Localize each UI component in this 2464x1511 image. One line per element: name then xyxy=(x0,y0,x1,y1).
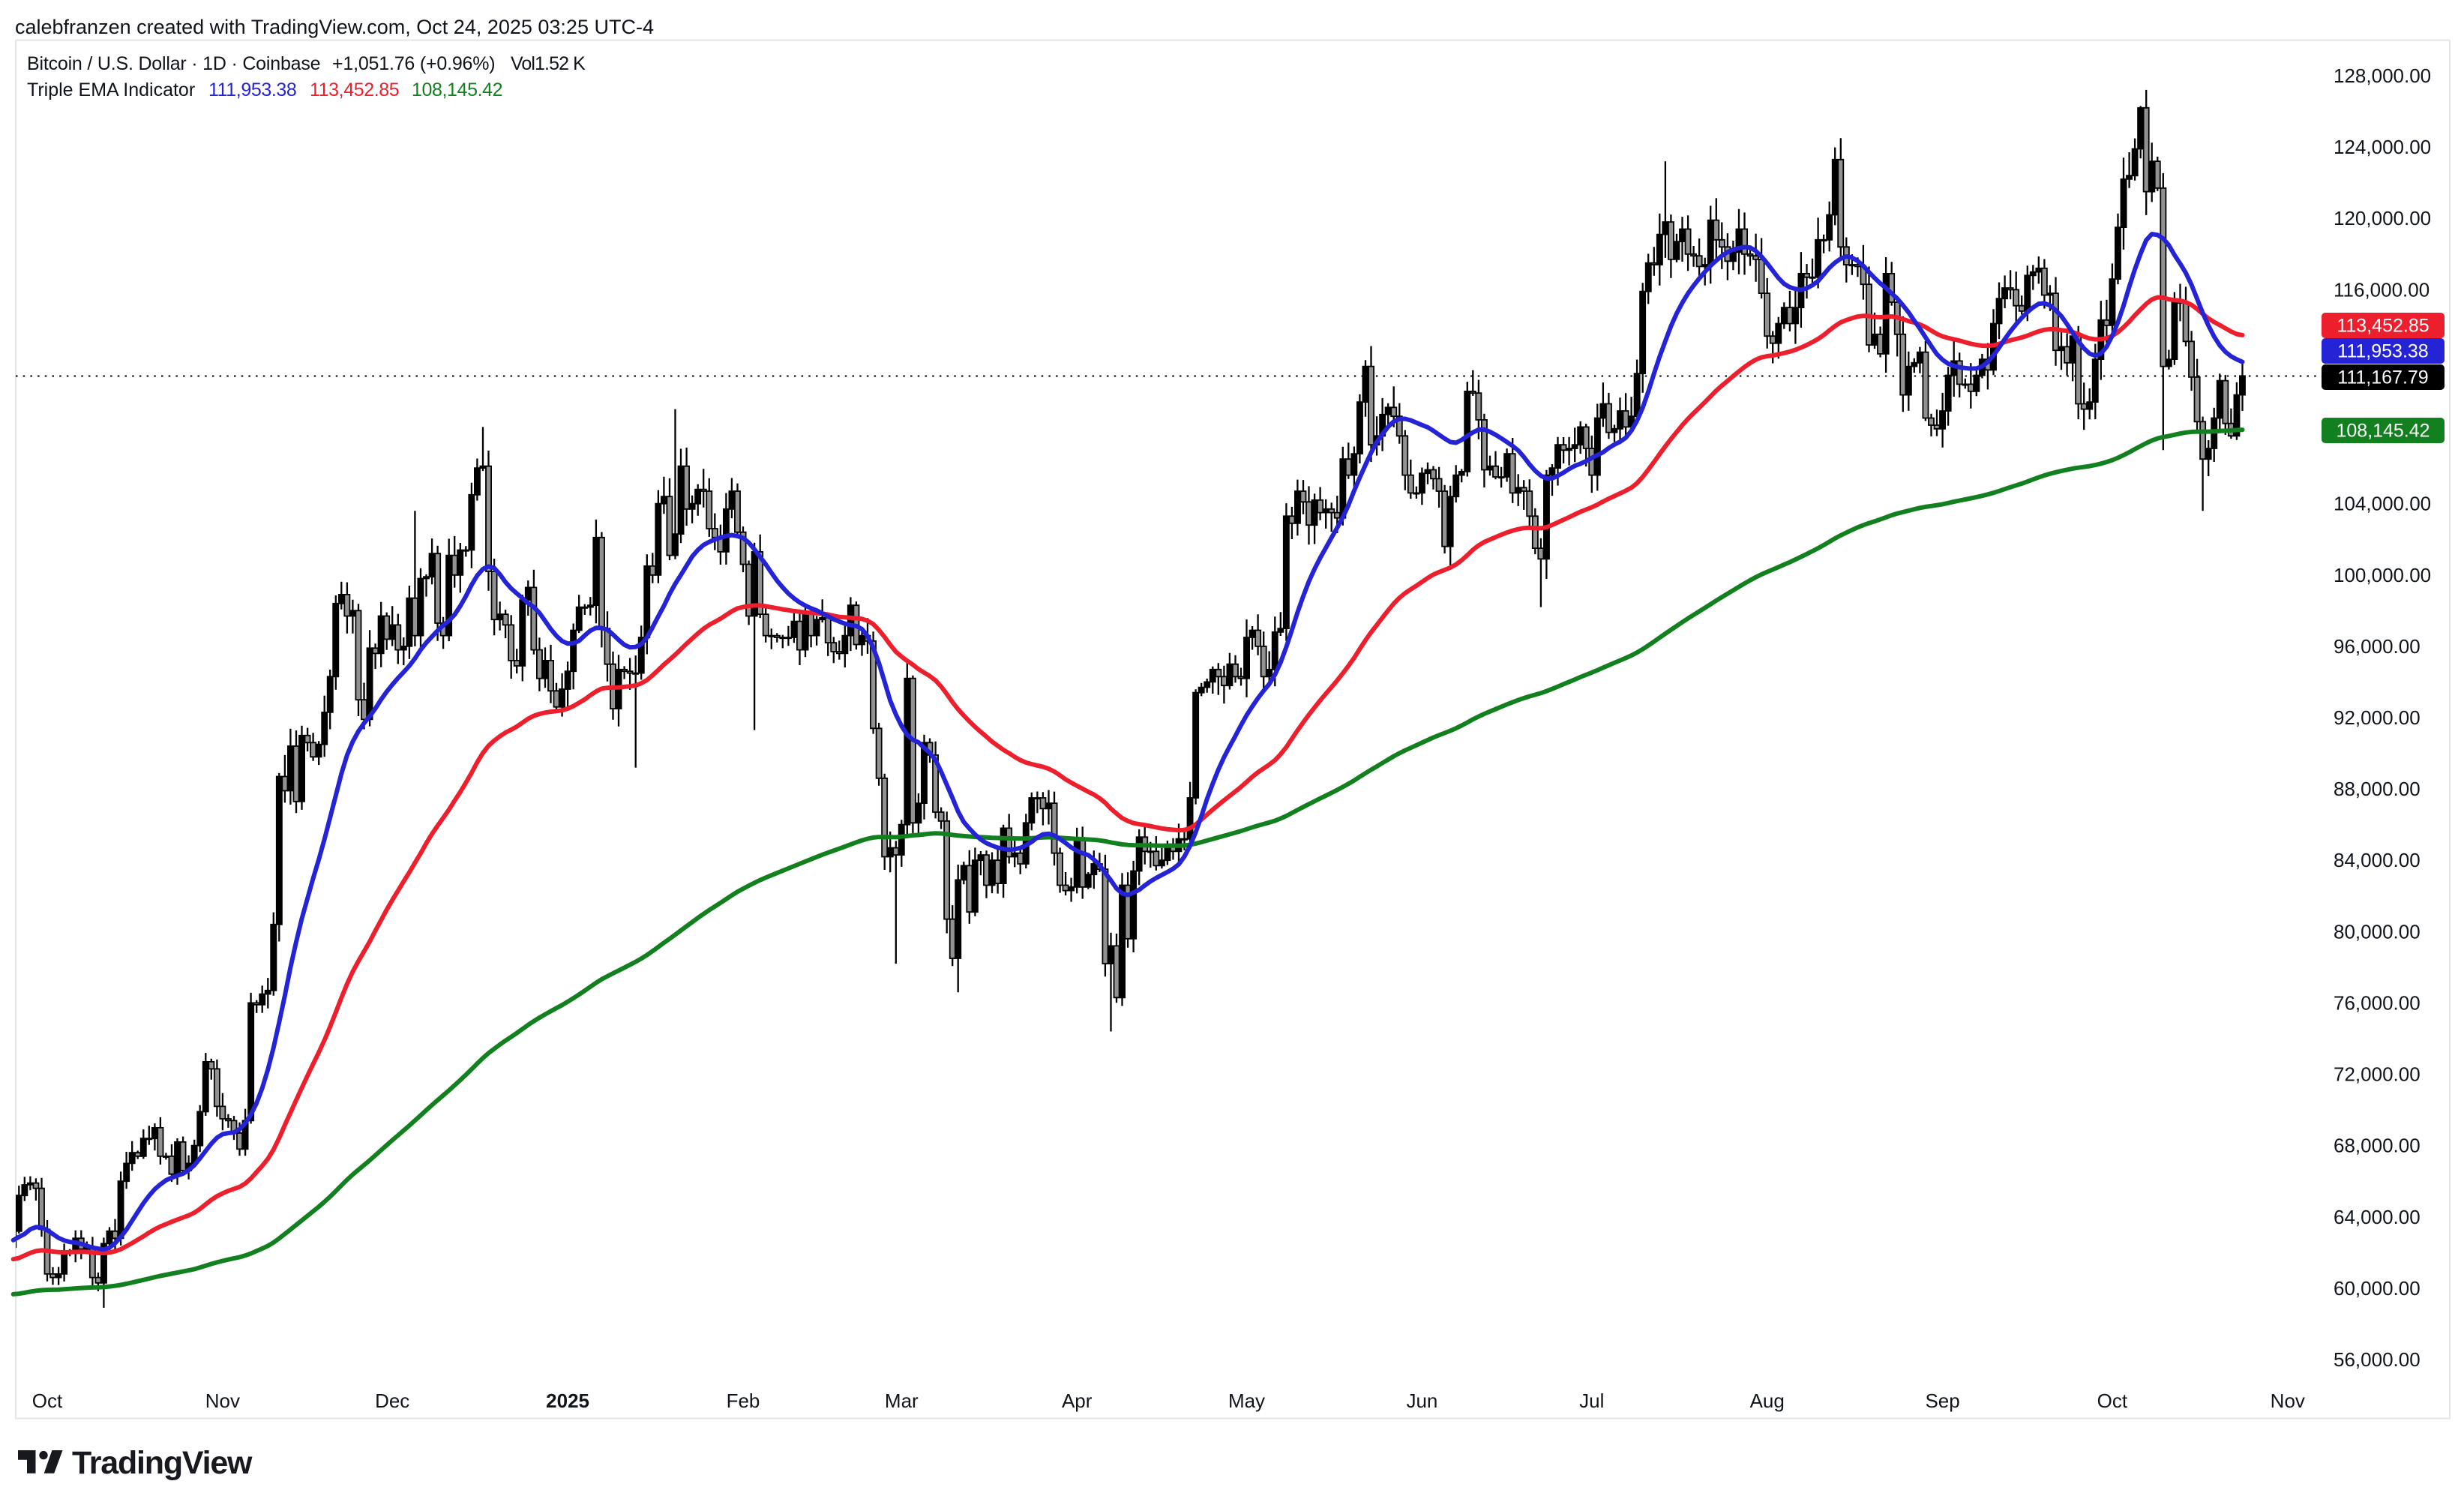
svg-text:Bitcoin / U.S. Dollar · 1D · C: Bitcoin / U.S. Dollar · 1D · Coinbase xyxy=(27,53,320,74)
svg-text:113,452.85: 113,452.85 xyxy=(310,79,399,100)
svg-text:56,000.00: 56,000.00 xyxy=(2334,1348,2421,1371)
svg-text:108,145.42: 108,145.42 xyxy=(412,79,502,100)
svg-text:May: May xyxy=(1228,1390,1265,1412)
svg-text:96,000.00: 96,000.00 xyxy=(2334,635,2421,658)
svg-text:Oct: Oct xyxy=(2097,1390,2128,1412)
svg-text:64,000.00: 64,000.00 xyxy=(2334,1206,2421,1228)
svg-text:2025: 2025 xyxy=(546,1390,589,1412)
svg-text:80,000.00: 80,000.00 xyxy=(2334,920,2421,943)
svg-text:68,000.00: 68,000.00 xyxy=(2334,1135,2421,1157)
svg-text:111,167.79: 111,167.79 xyxy=(2337,367,2428,388)
svg-text:Apr: Apr xyxy=(1062,1390,1093,1412)
svg-text:84,000.00: 84,000.00 xyxy=(2334,849,2421,871)
svg-text:124,000.00: 124,000.00 xyxy=(2334,136,2431,158)
svg-text:Nov: Nov xyxy=(2271,1390,2305,1412)
svg-text:Sep: Sep xyxy=(1925,1390,1959,1412)
svg-text:100,000.00: 100,000.00 xyxy=(2334,564,2431,586)
svg-text:Aug: Aug xyxy=(1750,1390,1785,1412)
svg-text:TradingView: TradingView xyxy=(72,1445,253,1481)
svg-text:Jul: Jul xyxy=(1579,1390,1604,1412)
svg-text:Dec: Dec xyxy=(375,1390,409,1412)
svg-text:calebfranzen created with Trad: calebfranzen created with TradingView.co… xyxy=(15,16,654,38)
svg-text:Oct: Oct xyxy=(32,1390,63,1412)
svg-text:128,000.00: 128,000.00 xyxy=(2334,64,2431,87)
svg-text:108,145.42: 108,145.42 xyxy=(2336,421,2430,442)
svg-text:88,000.00: 88,000.00 xyxy=(2334,778,2421,800)
svg-text:104,000.00: 104,000.00 xyxy=(2334,493,2431,515)
svg-text:113,452.85: 113,452.85 xyxy=(2337,316,2429,337)
svg-text:72,000.00: 72,000.00 xyxy=(2334,1063,2421,1086)
svg-text:116,000.00: 116,000.00 xyxy=(2334,278,2430,301)
svg-text:92,000.00: 92,000.00 xyxy=(2334,706,2421,729)
svg-text:+1,051.76 (+0.96%): +1,051.76 (+0.96%) xyxy=(332,53,495,74)
svg-text:120,000.00: 120,000.00 xyxy=(2334,207,2431,229)
svg-text:Nov: Nov xyxy=(205,1390,240,1412)
svg-text:Jun: Jun xyxy=(1406,1390,1437,1412)
svg-text:111,953.38: 111,953.38 xyxy=(208,79,296,100)
svg-text:Vol1.52 K: Vol1.52 K xyxy=(511,53,586,74)
svg-text:60,000.00: 60,000.00 xyxy=(2334,1277,2421,1300)
svg-text:76,000.00: 76,000.00 xyxy=(2334,991,2421,1014)
svg-text:111,953.38: 111,953.38 xyxy=(2337,341,2428,362)
svg-text:Feb: Feb xyxy=(727,1390,760,1412)
svg-text:Mar: Mar xyxy=(885,1390,919,1412)
svg-text:Triple EMA Indicator: Triple EMA Indicator xyxy=(27,79,195,100)
